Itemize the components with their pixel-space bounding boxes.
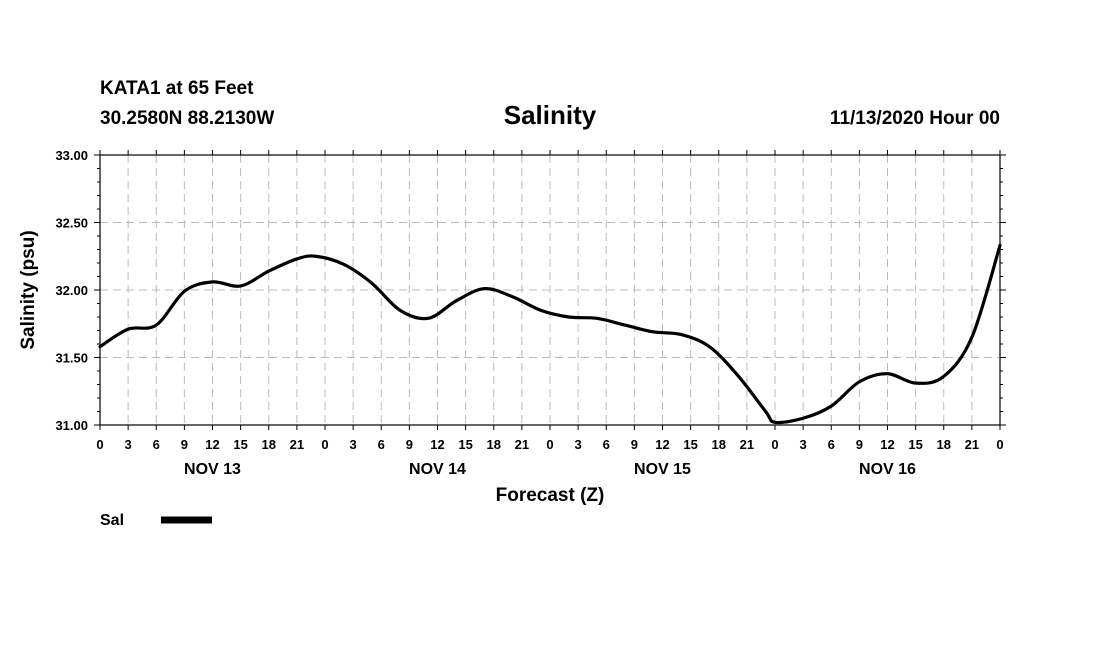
x-tick-label: 15	[683, 437, 697, 452]
data-point	[998, 244, 1002, 247]
data-point	[595, 317, 599, 320]
x-tick-label: 15	[458, 437, 472, 452]
x-tick-label: 21	[740, 437, 754, 452]
data-point	[126, 327, 130, 331]
y-tick-label: 31.00	[55, 418, 88, 433]
x-tick-label: 12	[205, 437, 219, 452]
y-axis-title: Salinity (psu)	[18, 230, 39, 349]
x-tick-label: 3	[575, 437, 582, 452]
x-tick-label: 6	[603, 437, 610, 452]
day-label: NOV 14	[409, 461, 466, 478]
data-point	[680, 333, 683, 336]
x-tick-label: 12	[430, 437, 444, 452]
data-point	[567, 315, 570, 319]
axis-ticks	[94, 150, 1006, 430]
data-point	[455, 299, 458, 302]
data-point	[914, 381, 917, 385]
data-point	[539, 309, 542, 312]
x-tick-label: 3	[800, 437, 807, 452]
station-label: KATA1 at 65 Feet	[100, 78, 254, 99]
x-tick-label: 6	[153, 437, 160, 452]
data-point	[830, 404, 833, 408]
x-tick-label: 18	[487, 437, 501, 452]
x-tick-label: 21	[290, 437, 304, 452]
data-point	[295, 257, 299, 261]
x-tick-label: 9	[406, 437, 413, 452]
x-tick-label: 12	[655, 437, 669, 452]
x-axis-title: Forecast (Z)	[496, 485, 605, 506]
data-point	[651, 330, 655, 334]
data-point	[623, 323, 627, 327]
data-point	[426, 317, 430, 320]
x-tick-label: 9	[181, 437, 188, 452]
x-tick-label: 3	[125, 437, 132, 452]
data-point	[801, 417, 805, 420]
data-point	[483, 287, 486, 290]
data-point	[886, 372, 889, 375]
x-tick-label: 21	[515, 437, 529, 452]
data-point	[267, 269, 270, 273]
y-tick-label: 33.00	[55, 148, 88, 163]
day-label: NOV 15	[634, 461, 691, 478]
x-tick-label: 15	[908, 437, 922, 452]
grid-lines	[100, 155, 1000, 425]
data-point	[942, 375, 945, 378]
x-tick-label: 0	[996, 437, 1003, 452]
y-tick-label: 32.50	[55, 216, 88, 231]
forecast-datetime: 11/13/2020 Hour 00	[830, 108, 1000, 129]
x-tick-label: 21	[965, 437, 979, 452]
x-tick-label: 6	[828, 437, 835, 452]
data-point	[370, 282, 374, 285]
day-label: NOV 16	[859, 461, 916, 478]
chart-title: Salinity	[504, 100, 597, 130]
data-point	[398, 309, 402, 312]
data-point	[342, 263, 345, 266]
x-tick-label: 0	[771, 437, 778, 452]
data-point	[183, 290, 186, 293]
legend: Sal	[100, 512, 212, 529]
x-tick-label: 0	[546, 437, 553, 452]
x-tick-label: 9	[631, 437, 638, 452]
data-point	[239, 284, 242, 288]
day-labels: NOV 13 NOV 14 NOV 15 NOV 16	[184, 461, 916, 478]
x-tick-labels: 0 3 6 9 12 15 18 21 0 3 6 9 12 15 18 21 0 3 6 9 12 15 18 21 0 3 6 9…	[96, 437, 1003, 452]
series-line-sal	[98, 243, 1002, 425]
data-point	[970, 336, 974, 339]
data-point	[708, 345, 711, 348]
data-point	[736, 373, 739, 377]
x-tick-label: 18	[712, 437, 726, 452]
legend-label: Sal	[100, 512, 124, 529]
data-point	[764, 410, 767, 413]
x-tick-label: 12	[880, 437, 894, 452]
x-tick-label: 0	[321, 437, 328, 452]
data-point	[511, 295, 514, 298]
series-layer	[98, 243, 1002, 425]
x-tick-label: 0	[96, 437, 103, 452]
y-tick-label: 31.50	[55, 351, 88, 366]
data-point	[858, 380, 861, 383]
y-tick-label: 32.00	[55, 283, 88, 298]
data-point	[211, 280, 214, 284]
x-tick-label: 6	[378, 437, 385, 452]
data-point	[773, 421, 777, 424]
x-tick-label: 9	[856, 437, 863, 452]
x-tick-label: 15	[233, 437, 247, 452]
x-tick-label: 3	[350, 437, 357, 452]
day-label: NOV 13	[184, 461, 241, 478]
data-point	[314, 255, 317, 258]
coordinates-label: 30.2580N 88.2130W	[100, 108, 274, 129]
x-tick-label: 18	[262, 437, 276, 452]
y-tick-labels: 31.00 31.50 32.00 32.50 33.00	[55, 148, 88, 433]
x-tick-label: 18	[937, 437, 951, 452]
data-point	[98, 345, 102, 348]
data-point	[155, 323, 158, 327]
